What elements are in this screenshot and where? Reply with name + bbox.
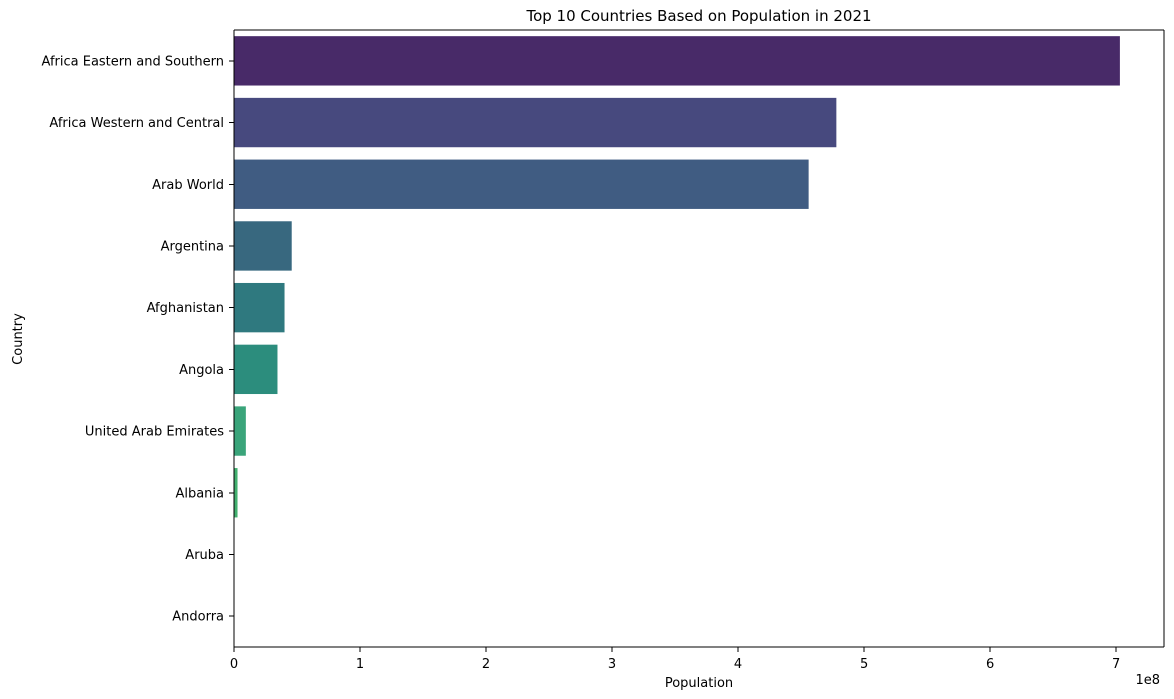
bar-united-arab-emirates [234, 406, 246, 456]
x-tick-label: 0 [230, 657, 238, 672]
y-axis-label: Country [11, 313, 26, 365]
bars-layer [234, 36, 1120, 641]
x-tick-label: 5 [860, 657, 868, 672]
x-axis-label: Population [665, 676, 733, 691]
chart-title: Top 10 Countries Based on Population in … [525, 7, 871, 25]
y-tick-label: Afghanistan [147, 301, 224, 316]
y-tick-label: Africa Eastern and Southern [42, 54, 224, 69]
bar-argentina [234, 221, 292, 271]
bar-angola [234, 344, 278, 395]
y-tick-label: Albania [175, 486, 224, 501]
bar-africa-western-and-central [234, 97, 837, 148]
x-tick-label: 3 [608, 657, 616, 672]
y-tick-label: Angola [179, 363, 224, 378]
y-tick-label: Argentina [161, 239, 224, 254]
y-tick-label: Africa Western and Central [49, 116, 224, 131]
x-tick-label: 4 [734, 657, 742, 672]
axes-layer [233, 29, 1165, 648]
x-tick-label: 1 [356, 657, 364, 672]
bar-albania [234, 468, 238, 518]
y-tick-label: United Arab Emirates [85, 425, 224, 440]
x-tick-label: 7 [1112, 657, 1120, 672]
x-tick-label: 6 [986, 657, 994, 672]
bar-africa-eastern-and-southern [234, 36, 1120, 86]
ticks-layer: Africa Eastern and Southern Africa Wester… [42, 54, 1121, 672]
bar-arab-world [234, 159, 809, 209]
y-tick-label: Arab World [152, 178, 224, 193]
x-tick-label: 2 [482, 657, 490, 672]
y-tick-label: Aruba [185, 548, 224, 563]
bar-afghanistan [234, 282, 285, 333]
y-tick-label: Andorra [172, 610, 224, 625]
x-axis-scale-label: 1e8 [1135, 673, 1160, 688]
